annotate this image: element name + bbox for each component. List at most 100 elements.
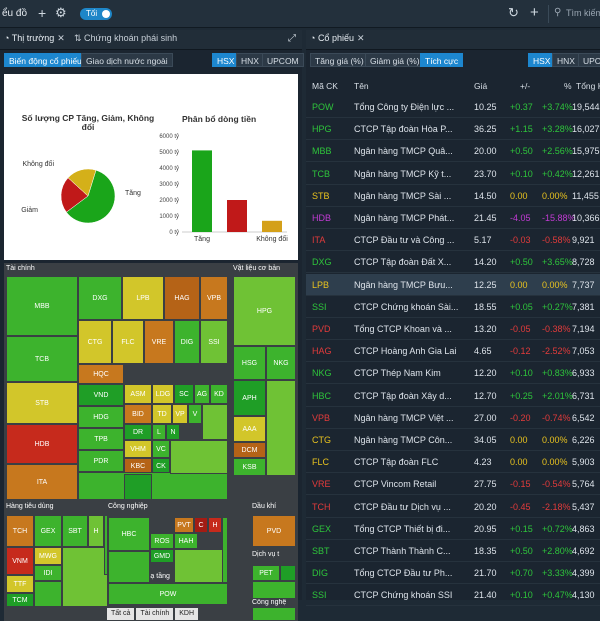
treemap-tile[interactable]: VP <box>172 404 188 424</box>
table-row[interactable]: TCB Ngân hàng TMCP Kỹ t... 23.70 +0.10 +0.42… <box>306 163 600 185</box>
treemap-tile[interactable]: HPG <box>233 276 296 346</box>
tab-stocks[interactable]: ◔ Cổ phiếu ✕ <box>310 33 365 43</box>
column-header[interactable]: Giá <box>474 81 488 91</box>
treemap-tile[interactable]: DIG <box>174 320 200 364</box>
column-header[interactable]: Mã CK <box>312 81 338 91</box>
filter-losers[interactable]: Giảm giá (%) <box>365 53 425 67</box>
table-row[interactable]: SBT CTCP Thành Thành C... 18.35 +0.50 +2.80%… <box>306 540 600 562</box>
column-header[interactable]: Tên <box>354 81 369 91</box>
treemap-tile[interactable] <box>266 380 296 476</box>
treemap-tile[interactable]: GEX <box>34 515 62 547</box>
treemap-tile[interactable]: SSI <box>200 320 228 364</box>
treemap-tile[interactable] <box>252 607 296 621</box>
add-icon[interactable]: + <box>38 5 47 21</box>
treemap-tile[interactable]: SC <box>174 384 194 404</box>
tab-market[interactable]: ◔ Thị trường ✕ <box>4 33 65 43</box>
treemap-tile[interactable] <box>174 549 228 583</box>
treemap-tile[interactable] <box>124 474 152 500</box>
close-icon[interactable]: ✕ <box>356 33 365 43</box>
table-row[interactable]: ITA CTCP Đầu tư và Công ... 5.17 -0.03 -0.58… <box>306 229 600 252</box>
treemap-tile[interactable]: TTF <box>6 575 34 593</box>
treemap-tile[interactable]: CK <box>152 458 170 474</box>
treemap-tile[interactable]: DXG <box>78 276 122 320</box>
add-panel-icon[interactable]: + <box>530 4 539 21</box>
treemap-tile[interactable]: TCM <box>6 593 34 607</box>
treemap-tile[interactable] <box>34 581 62 607</box>
table-row[interactable]: NKG CTCP Thép Nam Kim 12.20 +0.10 +0.83% 6,93… <box>306 362 600 385</box>
tab-derivatives[interactable]: ⇅ Chứng khoán phái sinh <box>74 33 178 43</box>
exchange-upcom[interactable]: UPCOM <box>262 53 304 67</box>
treemap-tile[interactable] <box>108 551 150 583</box>
column-header[interactable]: % <box>564 81 572 91</box>
treemap-tile[interactable]: MBB <box>6 276 78 336</box>
treemap-tile[interactable]: PVT <box>174 517 194 533</box>
table-row[interactable]: POW Tổng Công ty Điện lực ... 10.25 +0.37 +3… <box>306 96 600 118</box>
treemap-tile[interactable]: V <box>188 404 202 424</box>
treemap-tile[interactable]: STB <box>6 382 78 424</box>
treemap-tile[interactable]: PDR <box>78 450 124 472</box>
table-row[interactable]: PVD Tổng CTCP Khoan và ... 13.20 -0.05 -0.38… <box>306 318 600 340</box>
treemap-tile[interactable]: LPB <box>122 276 164 320</box>
treemap-tile[interactable]: VHM <box>124 440 152 458</box>
treemap-tile[interactable]: VPB <box>200 276 228 320</box>
treemap-tile[interactable]: FLC <box>112 320 144 364</box>
breadcrumb-item[interactable]: Tài chính <box>136 608 174 620</box>
treemap-tile[interactable]: HQC <box>78 364 124 384</box>
table-row[interactable]: VPB Ngân hàng TMCP Việt ... 27.00 -0.20 -0.7… <box>306 407 600 429</box>
expand-icon[interactable]: ⤢ <box>288 33 296 44</box>
treemap-tile[interactable]: VND <box>78 384 124 406</box>
theme-toggle[interactable]: Tối <box>80 8 112 20</box>
treemap-tile[interactable]: NKG <box>266 346 296 380</box>
table-row[interactable]: LPB Ngân hàng TMCP Bưu... 12.25 0.00 0.00% 7,… <box>306 273 600 296</box>
treemap-tile[interactable]: MWG <box>34 547 62 565</box>
treemap-tile[interactable]: HBC <box>108 517 150 551</box>
table-row[interactable]: DIG Tổng CTCP Đầu tư Ph... 21.70 +0.70 +3.33… <box>306 562 600 585</box>
treemap-tile[interactable]: PET <box>252 565 280 581</box>
treemap-tile[interactable]: HDG <box>78 406 124 428</box>
filter-gainers[interactable]: Tăng giá (%) <box>310 53 369 67</box>
treemap-tile[interactable]: IDI <box>34 565 62 581</box>
treemap-tile[interactable]: LDG <box>152 384 174 404</box>
table-row[interactable]: HDB Ngân hàng TMCP Phát... 21.45 -4.05 -15.8… <box>306 207 600 229</box>
treemap-tile[interactable] <box>202 404 228 440</box>
table-row[interactable]: CTG Ngân hàng TMCP Côn... 34.05 0.00 0.00% 6,… <box>306 429 600 451</box>
treemap-tile[interactable]: DR <box>124 424 152 440</box>
table-row[interactable]: MBB Ngân hàng TMCP Quâ... 20.00 +0.50 +2.56%… <box>306 140 600 163</box>
treemap-tile[interactable]: POW <box>108 583 228 605</box>
table-row[interactable]: VRE CTCP Vincom Retail 27.75 -0.15 -0.54% 5,7… <box>306 473 600 496</box>
close-icon[interactable]: ✕ <box>57 33 65 43</box>
treemap-tile[interactable]: AAA <box>233 416 266 442</box>
treemap-tile[interactable]: PVD <box>252 515 296 547</box>
treemap-tile[interactable]: HDB <box>6 424 78 464</box>
treemap-tile[interactable]: DCM <box>233 442 266 458</box>
treemap-tile[interactable]: GMD <box>150 549 174 563</box>
treemap-tile[interactable]: H <box>88 515 104 547</box>
treemap-tile[interactable]: VC <box>152 440 170 458</box>
filter-active[interactable]: Tích cực <box>420 53 464 67</box>
treemap-tile[interactable]: CTG <box>78 320 112 364</box>
treemap-tile[interactable] <box>78 472 228 500</box>
table-row[interactable]: HAG CTCP Hoàng Anh Gia Lai 4.65 -0.12 -2.52%… <box>306 340 600 363</box>
treemap-tile[interactable]: VNM <box>6 547 34 575</box>
table-row[interactable]: SSI CTCP Chứng khoán Sài... 18.55 +0.05 +0.2… <box>306 296 600 318</box>
subtab-stock-change[interactable]: Biến động cổ phiếu <box>4 53 87 67</box>
treemap-tile[interactable]: KSB <box>233 458 266 476</box>
treemap-tile[interactable] <box>280 565 296 581</box>
search-box[interactable]: ⚲ Tìm kiếm <box>548 5 600 23</box>
table-row[interactable]: SSI CTCP Chứng khoán SSI 21.40 +0.10 +0.47% 4… <box>306 584 600 607</box>
treemap-tile[interactable]: TCB <box>6 336 78 382</box>
treemap-tile[interactable]: ITA <box>6 464 78 500</box>
treemap-tile[interactable]: AG <box>194 384 210 404</box>
treemap-tile[interactable] <box>104 515 108 575</box>
treemap-tile[interactable]: ASM <box>124 384 152 404</box>
column-header[interactable]: +/- <box>520 81 531 91</box>
breadcrumb-item[interactable]: KDH <box>175 608 199 620</box>
treemap-tile[interactable]: C <box>194 517 208 533</box>
treemap-tile[interactable]: TD <box>152 404 172 424</box>
treemap-tile[interactable]: HSG <box>233 346 266 380</box>
treemap-tile[interactable] <box>170 440 228 474</box>
treemap-tile[interactable]: KD <box>210 384 228 404</box>
table-row[interactable]: HPG CTCP Tập đoàn Hòa P... 36.25 +1.15 +3.28… <box>306 118 600 141</box>
table-row[interactable]: FLC CTCP Tập đoàn FLC 4.23 0.00 0.00% 5,903 <box>306 451 600 474</box>
table-row[interactable]: TCH CTCP Đầu tư Dịch vụ ... 20.20 -0.45 -2.1… <box>306 496 600 518</box>
